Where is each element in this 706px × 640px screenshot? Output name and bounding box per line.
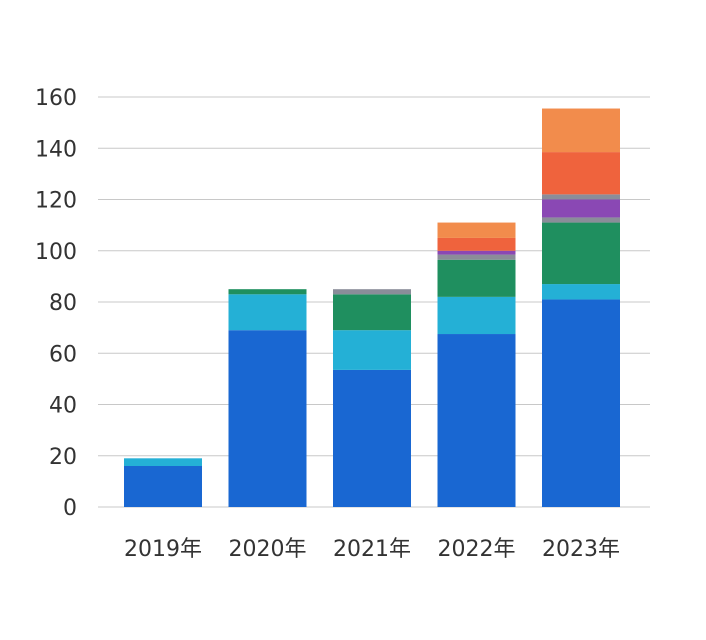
bar-segment (437, 237, 516, 251)
bar-segment (437, 222, 516, 238)
bars (124, 108, 620, 507)
y-tick-label: 160 (35, 86, 77, 111)
y-tick-label: 80 (49, 291, 77, 316)
y-tick-label: 60 (49, 342, 77, 367)
bar-segment (333, 289, 411, 295)
bar-segment (124, 466, 202, 507)
x-axis-tick-labels: 2019年 2020年 2021年 2022年 2023年 (124, 537, 620, 562)
x-tick-label: 2022年 (438, 537, 516, 562)
x-tick-label: 2021年 (333, 537, 411, 562)
bar-segment (542, 284, 620, 300)
y-tick-label: 40 (49, 394, 77, 419)
bar-segment (333, 369, 411, 507)
y-tick-label: 140 (35, 137, 77, 162)
x-tick-label: 2019年 (124, 537, 202, 562)
bar-segment (542, 108, 620, 153)
y-axis-tick-labels: 0 20 40 60 80 100 120 140 160 (35, 86, 77, 521)
y-tick-label: 100 (35, 240, 77, 265)
bar-segment (542, 152, 620, 195)
x-tick-label: 2023年 (542, 537, 620, 562)
bar-segment (437, 296, 516, 335)
bar-segment (124, 458, 202, 466)
bar-segment (542, 222, 620, 285)
bar-segment (542, 217, 620, 223)
bar-segment (228, 330, 307, 507)
bar-segment (542, 199, 620, 218)
bar-segment (437, 250, 516, 255)
y-tick-label: 120 (35, 189, 77, 214)
bar-segment (542, 194, 620, 200)
bar-segment (333, 330, 411, 370)
bar-segment (437, 254, 516, 260)
bar-segment (333, 294, 411, 331)
bar-segment (437, 259, 516, 297)
y-tick-label: 0 (63, 496, 77, 521)
bar-segment (437, 334, 516, 507)
bar-segment (228, 294, 307, 331)
x-tick-label: 2020年 (229, 537, 307, 562)
bar-segment (228, 289, 307, 295)
bar-segment (542, 299, 620, 507)
y-tick-label: 20 (49, 445, 77, 470)
